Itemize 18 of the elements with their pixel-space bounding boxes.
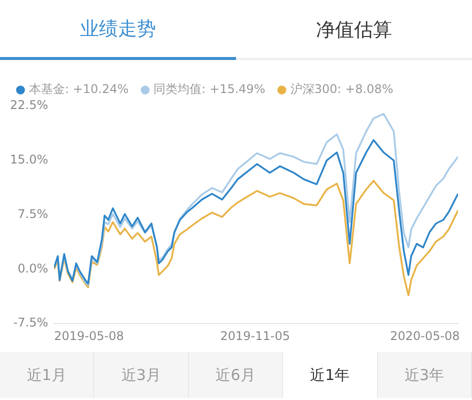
y-tick-label: 7.5% <box>18 206 48 221</box>
text: 近1月 <box>0 352 94 398</box>
text: 近3月 <box>94 352 189 398</box>
y-tick-label: 0.0% <box>18 261 48 276</box>
x-tick-label: 2019-05-08 <box>54 328 124 343</box>
legend-label: 同类均值: +15.49% <box>154 82 266 96</box>
y-tick-label: 15.0% <box>10 152 48 167</box>
text: 业绩走势 <box>0 0 236 60</box>
y-tick-label: 22.5% <box>10 98 48 112</box>
legend-label: 本基金: +10.24% <box>29 82 129 96</box>
x-tick-label: 2019-11-05 <box>220 328 290 343</box>
text: 近6月 <box>188 352 284 398</box>
text: 净值估算 <box>315 18 393 43</box>
y-tick-label: -7.5% <box>13 316 48 330</box>
x-tick-label: 2020-05-08 <box>390 328 460 343</box>
text: 近1年 <box>283 352 378 398</box>
legend-label: 沪深300: +8.08% <box>290 82 394 96</box>
text: 近3年 <box>378 352 472 398</box>
